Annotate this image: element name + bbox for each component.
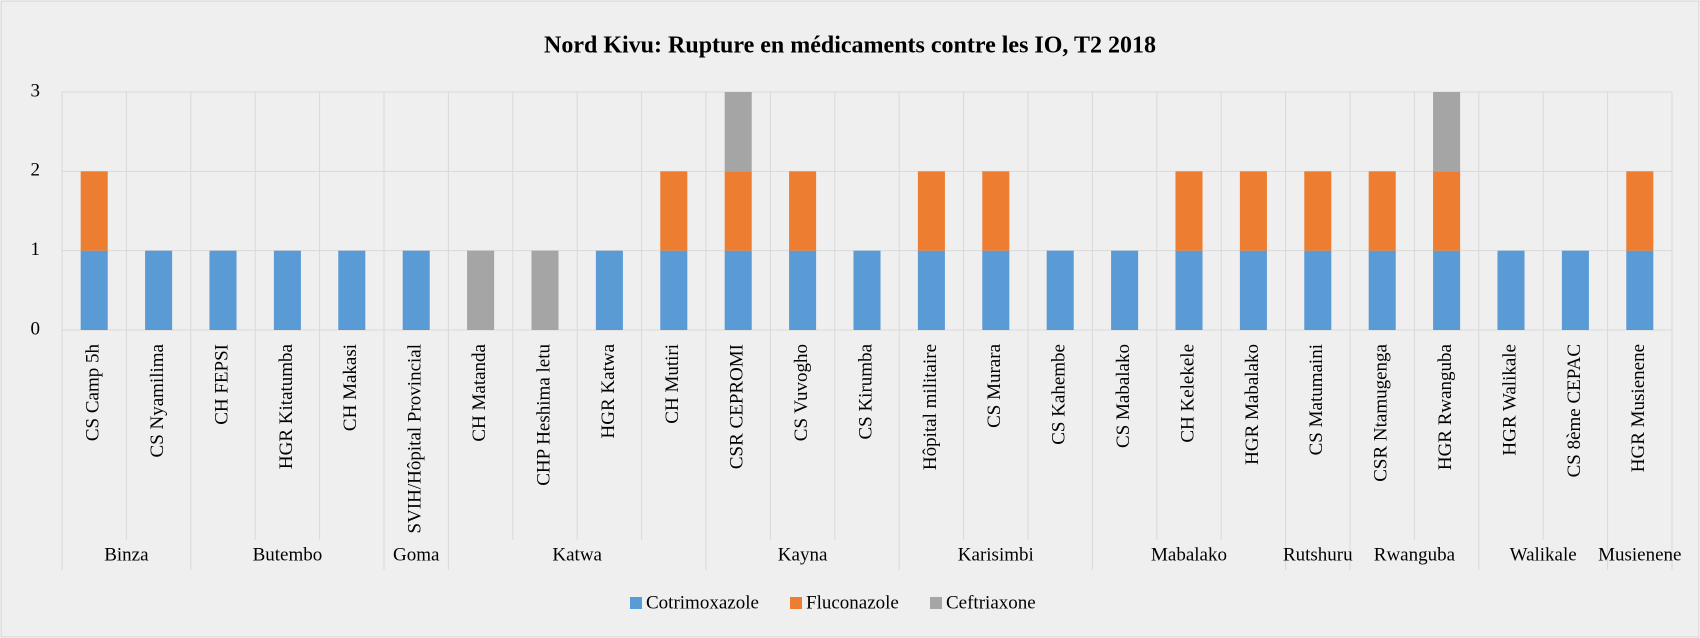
bar-segment [660, 250, 688, 330]
x-tick-label: CH Mutiri [662, 344, 683, 424]
group-label: Butembo [253, 544, 323, 565]
x-tick-label: HGR Walikale [1499, 344, 1520, 456]
bar-segment [724, 171, 752, 251]
bar-segment [724, 250, 752, 330]
bar-segment [338, 250, 366, 330]
x-tick-label: CS 8ème CEPAC [1564, 344, 1585, 477]
bar-segment [80, 250, 108, 330]
bar-segment [467, 250, 495, 330]
bar-segment [1239, 250, 1267, 330]
x-tick-label: SVIH/Hôpital Provincial [405, 344, 426, 533]
bar-segment [917, 171, 945, 251]
bar-segment [1561, 250, 1589, 330]
x-tick-label: CS Kirumba [855, 343, 876, 439]
y-tick-label: 2 [31, 160, 41, 181]
bar-segment [1368, 171, 1396, 251]
legend-swatch [630, 597, 642, 609]
x-tick-label: HGR Katwa [598, 343, 619, 438]
x-tick-label: Hôpital militaire [920, 344, 941, 470]
bar-segment [660, 171, 688, 251]
bar-segment [1239, 171, 1267, 251]
bar-segment [402, 250, 430, 330]
x-tick-label: CS Camp 5h [83, 344, 104, 442]
bar-segment [789, 250, 817, 330]
x-tick-label: CSR CEPROMI [727, 344, 748, 469]
legend-label: Cotrimoxazole [646, 592, 759, 613]
x-tick-label: CS Kahembe [1049, 344, 1070, 445]
group-label: Katwa [552, 544, 602, 565]
x-tick-label: HGR Musienene [1628, 344, 1649, 472]
group-label: Karisimbi [958, 544, 1034, 565]
group-label: Goma [393, 544, 440, 565]
y-tick-label: 3 [31, 80, 41, 101]
bar-segment [1175, 171, 1203, 251]
y-tick-label: 0 [31, 318, 41, 339]
x-tick-label: CS Nyamilima [147, 343, 168, 457]
bar-segment [982, 171, 1010, 251]
bar-segment [853, 250, 881, 330]
bar-segment [1497, 250, 1525, 330]
bar-segment [1111, 250, 1139, 330]
group-label: Walikale [1510, 544, 1577, 565]
x-tick-label: HGR Rwanguba [1435, 343, 1456, 470]
bar-segment [1046, 250, 1074, 330]
bar-segment [1304, 250, 1332, 330]
legend-swatch [790, 597, 802, 609]
bar-segment [595, 250, 623, 330]
group-label: Mabalako [1151, 544, 1227, 565]
x-tick-label: CSR Ntamugenga [1371, 343, 1392, 481]
chart-title: Nord Kivu: Rupture en médicaments contre… [544, 33, 1156, 59]
bar-segment [1175, 250, 1203, 330]
group-label: Kayna [778, 544, 828, 565]
group-label: Rutshuru [1283, 544, 1353, 565]
x-tick-label: CH Makasi [340, 344, 361, 431]
group-label: Musienene [1598, 544, 1681, 565]
bar-segment [209, 250, 237, 330]
x-tick-label: CS Vuvogho [791, 344, 812, 441]
bar-segment [1368, 250, 1396, 330]
bar-segment [1433, 171, 1461, 251]
group-label: Rwanguba [1374, 544, 1456, 565]
bar-segment [789, 171, 817, 251]
x-tick-label: CHP Heshima letu [533, 344, 554, 486]
y-tick-label: 1 [31, 239, 41, 260]
x-tick-label: CS Mabalako [1113, 344, 1134, 448]
bar-segment [145, 250, 173, 330]
bar-segment [1304, 171, 1332, 251]
x-tick-label: CS Matumaini [1306, 344, 1327, 455]
x-tick-label: CS Murara [984, 343, 1005, 427]
legend-swatch [930, 597, 942, 609]
bar-segment [273, 250, 301, 330]
bar-segment [80, 171, 108, 251]
x-tick-label: CH FEPSI [211, 344, 232, 425]
x-tick-label: CH Matanda [469, 343, 490, 441]
bar-segment [917, 250, 945, 330]
x-tick-label: HGR Kitatumba [276, 343, 297, 469]
legend-label: Ceftriaxone [946, 592, 1036, 613]
x-tick-label: CH Kelekele [1177, 344, 1198, 443]
bar-segment [1433, 250, 1461, 330]
x-tick-label: HGR Mabalako [1242, 344, 1263, 465]
bar-segment [1626, 250, 1654, 330]
bar-segment [1433, 92, 1461, 172]
group-label: Binza [104, 544, 149, 565]
bar-segment [1626, 171, 1654, 251]
bar-segment [531, 250, 559, 330]
legend-label: Fluconazole [806, 592, 899, 613]
bar-segment [982, 250, 1010, 330]
bar-segment [724, 92, 752, 172]
